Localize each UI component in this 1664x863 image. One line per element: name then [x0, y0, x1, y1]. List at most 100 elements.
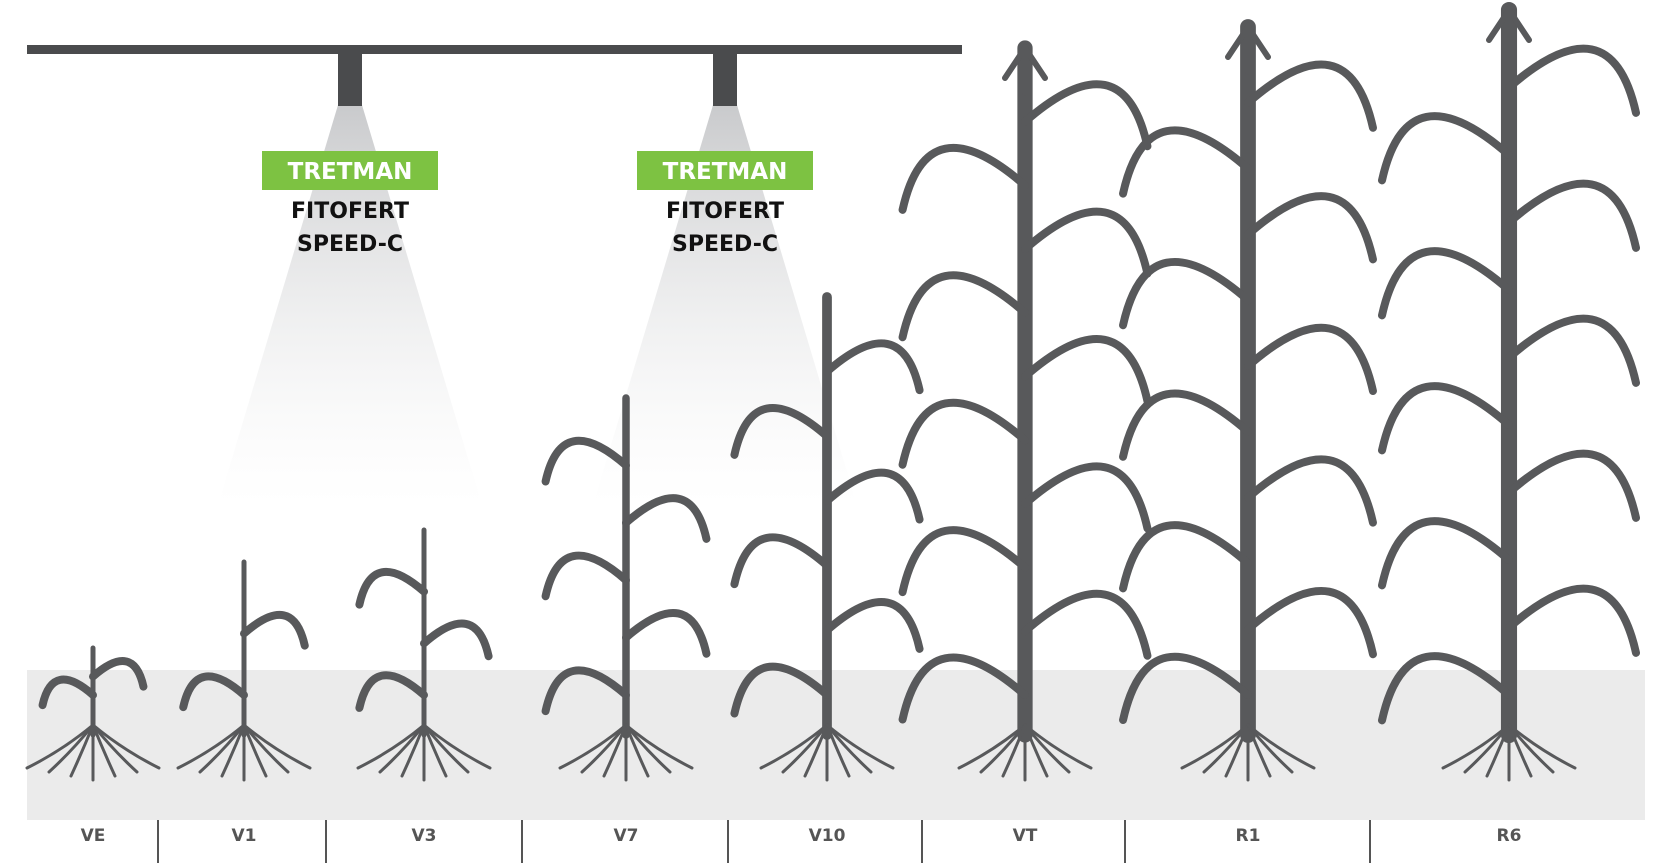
- leaf: [1505, 584, 1640, 657]
- leaf: [240, 610, 309, 650]
- root: [624, 723, 694, 770]
- leaf: [1021, 207, 1152, 278]
- spray-boom: [27, 45, 962, 54]
- product-line: SPEED-C: [672, 232, 778, 257]
- leaf: [1119, 652, 1252, 724]
- leaf: [823, 468, 924, 524]
- leaf: [898, 271, 1029, 342]
- root: [69, 723, 95, 778]
- stage-label: V3: [412, 826, 437, 846]
- leaf: [1378, 382, 1513, 455]
- root: [580, 723, 628, 774]
- leaf: [730, 533, 831, 589]
- corn-plant: [176, 559, 312, 782]
- corn-plant: [730, 292, 924, 782]
- root: [1224, 723, 1250, 778]
- root: [803, 723, 829, 778]
- tassel: [1002, 42, 1048, 96]
- product-line: FITOFERT: [291, 199, 409, 224]
- stage-label: VT: [1013, 826, 1038, 846]
- root: [1507, 723, 1577, 770]
- root: [1246, 723, 1316, 770]
- leaf: [541, 436, 630, 486]
- root: [400, 723, 426, 778]
- leaf: [1119, 521, 1252, 593]
- leaf: [1119, 126, 1252, 198]
- root: [825, 723, 895, 770]
- root: [91, 723, 161, 770]
- stage-label: V1: [232, 826, 257, 846]
- stage-label: V7: [614, 826, 639, 846]
- corn-plant: [541, 394, 711, 782]
- nozzle: [338, 50, 362, 106]
- leaf: [898, 398, 1029, 469]
- leaf: [730, 404, 831, 459]
- leaf: [1244, 192, 1377, 264]
- leaf: [1378, 517, 1513, 590]
- nozzle: [713, 50, 737, 106]
- leaf: [622, 609, 711, 658]
- root: [979, 723, 1027, 774]
- spray-cone: [218, 105, 482, 505]
- corn-plant: [1378, 1, 1640, 782]
- stage-label: VE: [81, 826, 106, 846]
- root: [1023, 723, 1093, 770]
- leaf: [355, 567, 428, 609]
- stage-label: R1: [1236, 826, 1261, 846]
- product-line: FITOFERT: [666, 199, 784, 224]
- leaf: [1505, 449, 1640, 522]
- root: [220, 723, 246, 778]
- leaf: [1378, 247, 1513, 320]
- leaf: [1505, 314, 1640, 387]
- corn-plant: [355, 527, 493, 782]
- leaf: [1119, 389, 1252, 461]
- leaf: [420, 619, 493, 661]
- leaf: [1244, 60, 1377, 132]
- tassel: [1225, 21, 1271, 75]
- corn-plant: [25, 645, 161, 782]
- root: [602, 723, 628, 778]
- tassel: [1486, 4, 1532, 58]
- root: [378, 723, 426, 774]
- root: [198, 723, 246, 774]
- leaf: [1021, 462, 1152, 533]
- leaf: [1119, 258, 1252, 330]
- leaf: [1021, 589, 1152, 660]
- leaf: [730, 662, 831, 718]
- leaf: [1021, 335, 1152, 405]
- leaf: [38, 675, 97, 710]
- leaf: [898, 144, 1029, 214]
- root: [422, 723, 492, 770]
- product-name: TRETMAN: [663, 159, 788, 185]
- root: [781, 723, 829, 774]
- leaf: [898, 653, 1029, 724]
- corn-plant: [1119, 19, 1377, 782]
- leaf: [89, 657, 148, 691]
- product-badge: [262, 151, 438, 190]
- leaf: [1021, 80, 1152, 151]
- leaf: [1244, 323, 1377, 395]
- root: [242, 723, 312, 770]
- corn-plant: [898, 40, 1152, 782]
- leaf: [541, 666, 630, 716]
- product-line: SPEED-C: [297, 232, 403, 257]
- root: [1463, 723, 1511, 774]
- leaf: [1378, 652, 1513, 725]
- leaf: [622, 494, 711, 543]
- product-name: TRETMAN: [288, 159, 413, 185]
- leaf: [541, 551, 630, 601]
- stage-label: R6: [1497, 826, 1522, 846]
- product-badge: [637, 151, 813, 190]
- leaf: [1244, 455, 1377, 527]
- leaf: [179, 672, 248, 712]
- root: [1202, 723, 1250, 774]
- root: [1001, 723, 1027, 778]
- stage-label: V10: [809, 826, 846, 846]
- root: [1485, 723, 1511, 778]
- leaf: [1378, 112, 1513, 185]
- leaf: [1505, 44, 1640, 117]
- leaf: [355, 671, 428, 712]
- leaf: [898, 526, 1029, 597]
- leaf: [1244, 587, 1377, 659]
